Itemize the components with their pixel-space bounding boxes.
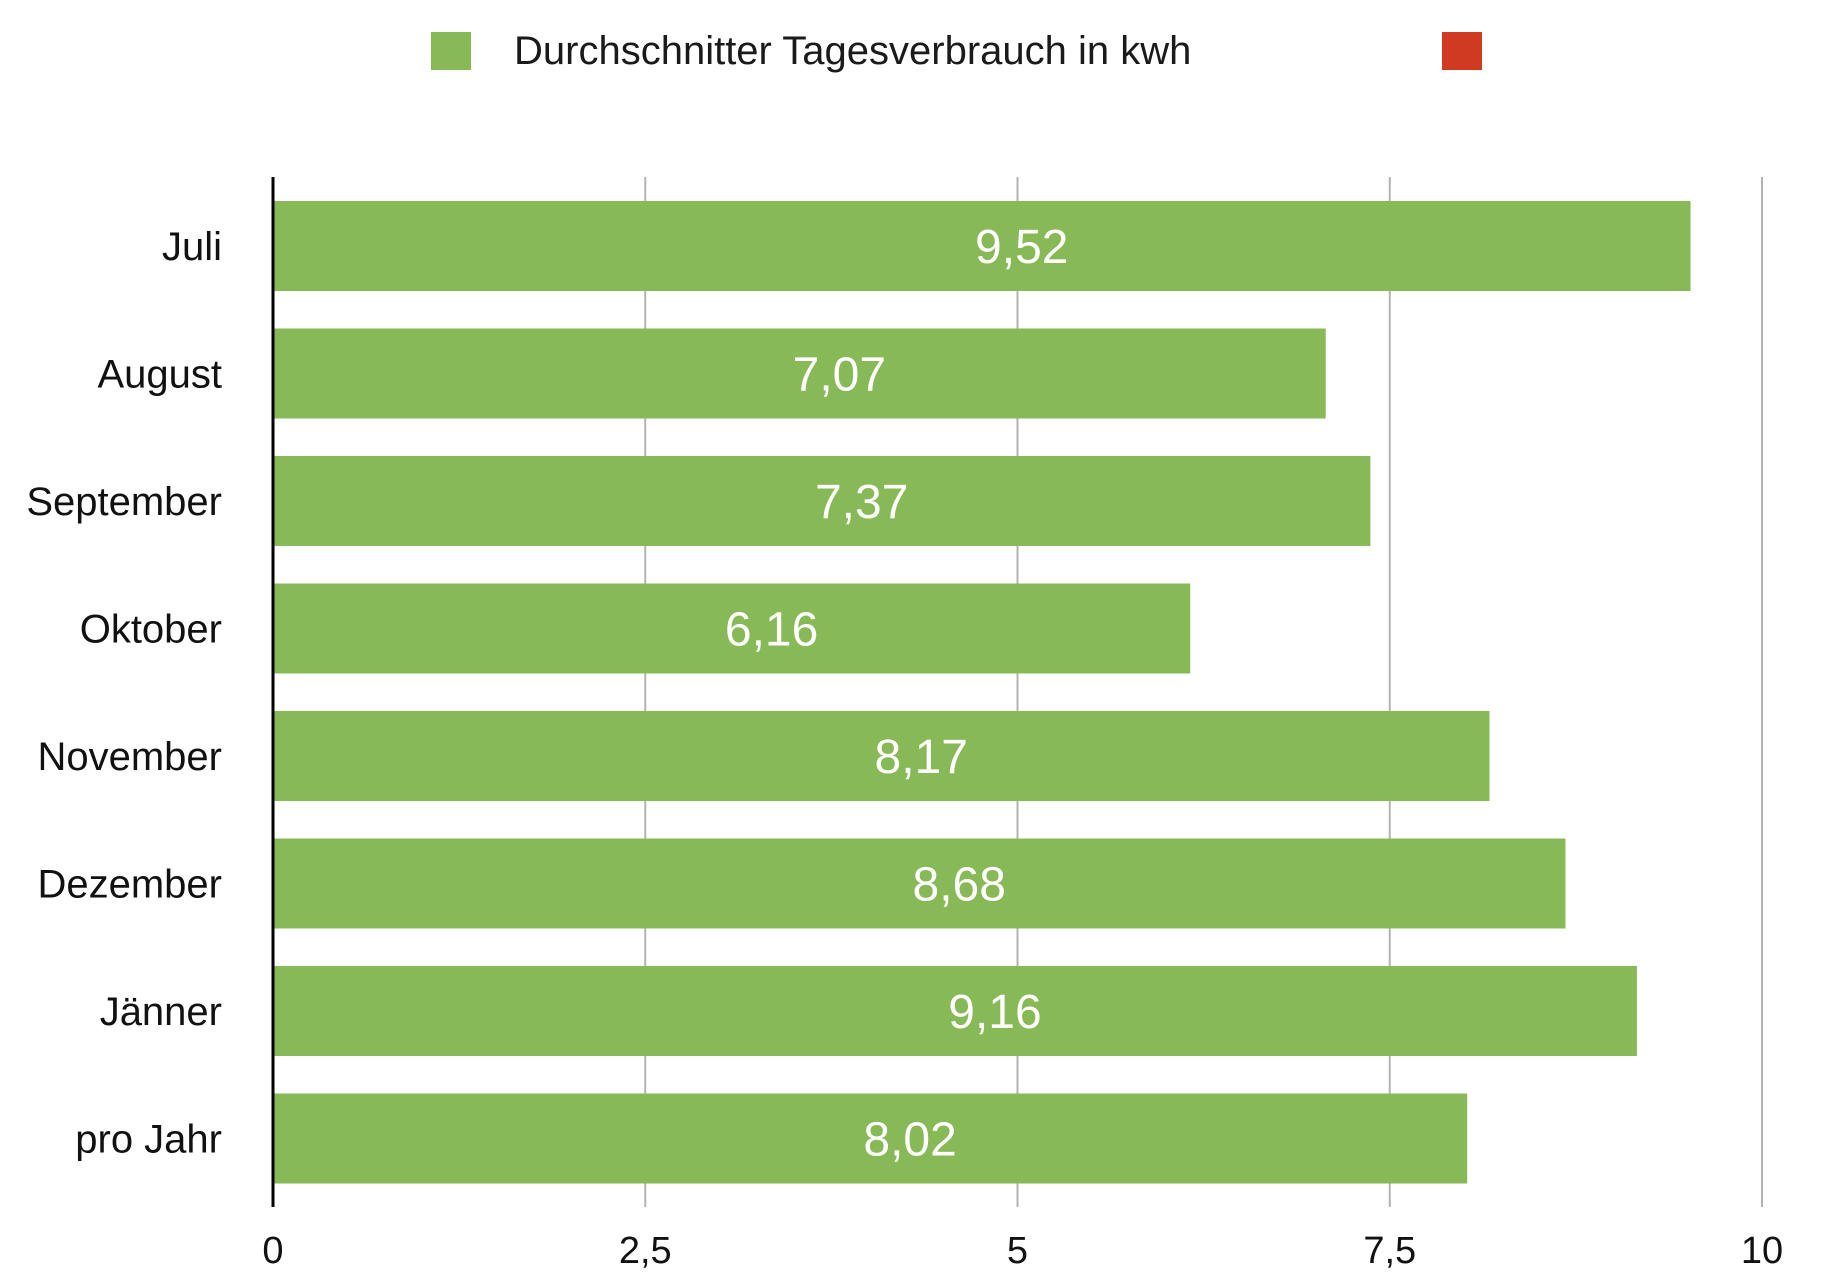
bars bbox=[273, 201, 1691, 1184]
category-label: Juli bbox=[162, 225, 222, 269]
legend-swatch-series-1 bbox=[431, 32, 471, 70]
data-label: 7,37 bbox=[815, 476, 908, 529]
x-tick-label: 10 bbox=[1741, 1230, 1783, 1272]
x-tick-label: 5 bbox=[1007, 1230, 1028, 1272]
data-label: 8,68 bbox=[913, 859, 1006, 912]
legend-swatch-series-2 bbox=[1442, 32, 1482, 70]
category-label: September bbox=[26, 480, 222, 524]
category-label: November bbox=[37, 735, 222, 779]
x-tick-label: 2,5 bbox=[619, 1230, 672, 1272]
category-label: pro Jahr bbox=[75, 1118, 222, 1162]
x-tick-label: 7,5 bbox=[1363, 1230, 1416, 1272]
bar bbox=[273, 838, 1566, 929]
data-label: 7,07 bbox=[793, 349, 886, 402]
data-label: 8,17 bbox=[875, 731, 968, 784]
x-tick-labels: 0 2,5 5 7,5 10 bbox=[262, 1230, 1783, 1272]
bar bbox=[273, 1093, 1468, 1184]
x-tick-label: 0 bbox=[262, 1230, 283, 1272]
data-label: 8,02 bbox=[863, 1114, 956, 1167]
bar bbox=[273, 711, 1490, 801]
bar bbox=[273, 583, 1191, 674]
category-label: Jänner bbox=[100, 990, 222, 1034]
bar bbox=[273, 966, 1637, 1056]
category-label: August bbox=[97, 353, 222, 397]
legend-label-series-1: Durchschnitter Tagesverbrauch in kwh bbox=[514, 29, 1191, 73]
category-label: Oktober bbox=[80, 608, 222, 652]
data-label: 9,52 bbox=[975, 221, 1068, 274]
category-labels: Juli August September Oktober November Dezemb… bbox=[26, 225, 222, 1162]
data-label: 9,16 bbox=[948, 986, 1041, 1039]
legend: Durchschnitter Tagesverbrauch in kwh bbox=[431, 29, 1482, 73]
data-label: 6,16 bbox=[725, 604, 818, 657]
bar bbox=[273, 328, 1326, 419]
bar bbox=[273, 201, 1691, 291]
value-labels: 9,52 7,07 7,37 6,16 8,17 8,68 9,16 8,02 bbox=[725, 221, 1069, 1167]
bar bbox=[273, 456, 1371, 546]
category-label: Dezember bbox=[37, 863, 222, 907]
